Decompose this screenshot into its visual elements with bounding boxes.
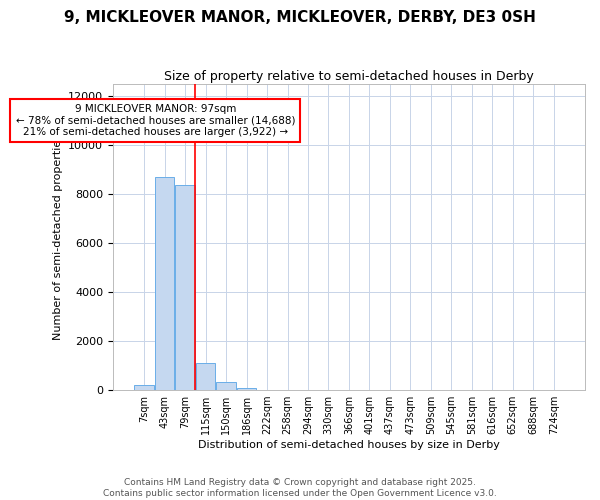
Y-axis label: Number of semi-detached properties: Number of semi-detached properties bbox=[53, 134, 62, 340]
Bar bbox=[237, 388, 256, 390]
Text: Contains HM Land Registry data © Crown copyright and database right 2025.
Contai: Contains HM Land Registry data © Crown c… bbox=[103, 478, 497, 498]
Text: 9, MICKLEOVER MANOR, MICKLEOVER, DERBY, DE3 0SH: 9, MICKLEOVER MANOR, MICKLEOVER, DERBY, … bbox=[64, 10, 536, 25]
Bar bbox=[196, 363, 215, 390]
Text: 9 MICKLEOVER MANOR: 97sqm
← 78% of semi-detached houses are smaller (14,688)
21%: 9 MICKLEOVER MANOR: 97sqm ← 78% of semi-… bbox=[16, 104, 295, 137]
Bar bbox=[217, 382, 236, 390]
X-axis label: Distribution of semi-detached houses by size in Derby: Distribution of semi-detached houses by … bbox=[198, 440, 500, 450]
Bar bbox=[175, 184, 195, 390]
Bar bbox=[134, 385, 154, 390]
Title: Size of property relative to semi-detached houses in Derby: Size of property relative to semi-detach… bbox=[164, 70, 534, 83]
Bar bbox=[155, 177, 175, 390]
